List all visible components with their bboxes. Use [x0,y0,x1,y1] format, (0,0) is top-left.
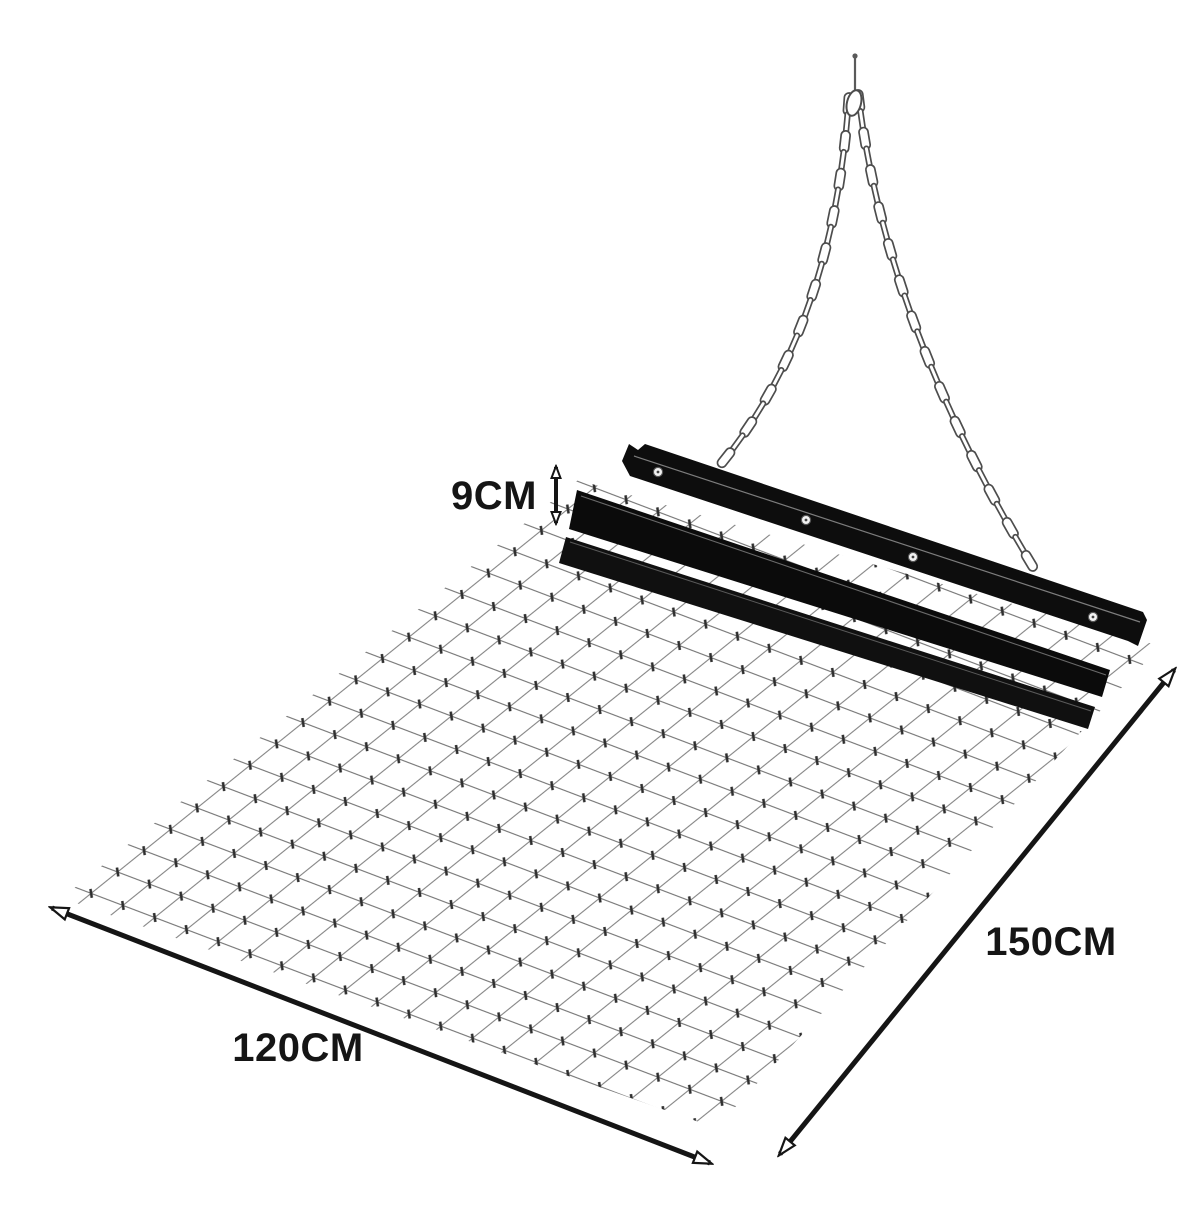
height-dimension-label: 9CM [451,474,537,518]
bolt-center [1091,615,1095,619]
length-dimension-label: 150CM [985,920,1116,964]
dimension-annotations: 9CM 120CM 150CM [52,467,1174,1166]
middle-bar [569,490,1110,697]
top-bar-flange-line [633,455,1141,623]
bolt-center [911,555,915,559]
tow-chain-right-leg [852,89,1039,572]
pin-head [852,53,858,59]
middle-bar-highlight [580,495,1107,676]
length-dimension-arrow [780,670,1174,1154]
bolt-center [656,470,660,474]
bolts [652,466,1099,623]
tow-chain-left-leg [716,92,855,469]
width-dimension-arrow [52,905,710,1166]
apex-link [845,89,863,117]
chain-link [716,447,736,469]
width-dimension-label: 120CM [232,1026,363,1070]
hanging-pin [845,53,863,117]
bolt-center [804,518,808,522]
chain-link [1020,549,1039,572]
